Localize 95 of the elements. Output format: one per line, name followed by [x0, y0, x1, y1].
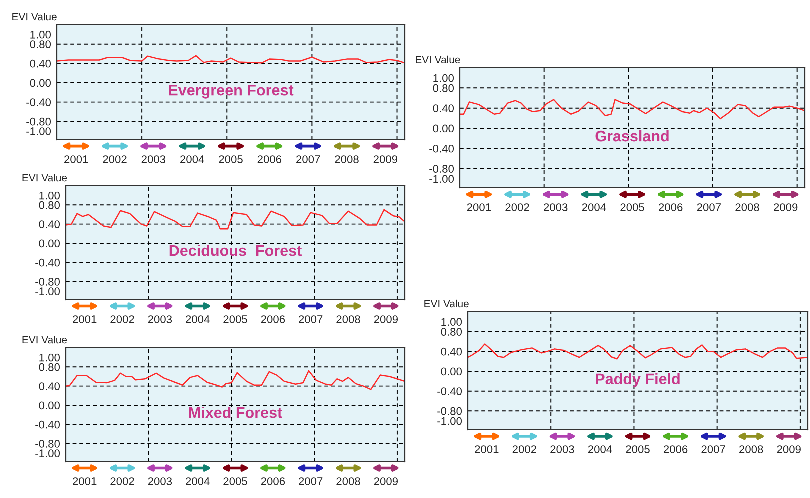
x-tick-label: 2007 [697, 204, 721, 212]
x-tick-label: 2008 [336, 316, 360, 324]
x-tick-label: 2009 [374, 316, 398, 324]
x-tick-label: 2009 [374, 156, 398, 164]
y-tick-label: 0.80 [433, 84, 454, 92]
y-tick-label: -0.40 [430, 144, 454, 153]
x-tick-label: 2006 [258, 156, 282, 164]
y-tick-label: -0.80 [36, 278, 60, 286]
x-tick-label: 2008 [736, 204, 760, 212]
y-axis-title: EVI Value [424, 300, 469, 308]
x-tick-label: 2004 [180, 156, 204, 164]
x-tick-label: 2001 [73, 316, 97, 324]
y-tick-label: 0.40 [441, 348, 462, 356]
x-tick-label: 2008 [740, 446, 764, 454]
text: Paddy Field [596, 373, 680, 388]
y-tick-label: 0.00 [441, 368, 462, 376]
x-tick-label: 2002 [103, 156, 127, 164]
y-tick-label: 0.40 [433, 104, 454, 112]
y-tick-label: 1.00 [30, 30, 52, 39]
x-tick-label: 2001 [64, 156, 88, 164]
line-series [66, 370, 405, 390]
x-tick-label: 2007 [299, 478, 323, 486]
y-tick-label: -1.00 [36, 288, 60, 296]
x-tick-label: 2004 [588, 446, 612, 454]
x-tick-label: 2006 [664, 446, 688, 454]
x-tick-label: 2009 [774, 204, 798, 212]
x-tick-label: 2004 [186, 316, 210, 324]
y-tick-label: -1.00 [430, 175, 454, 184]
y-tick-label: 1.00 [442, 318, 462, 326]
x-tick-label: 2005 [219, 156, 243, 164]
text: Evergreen Forest [169, 85, 294, 99]
x-tick-label: 2006 [261, 478, 286, 486]
x-tick-label: 2003 [148, 478, 172, 486]
y-tick-label: 0.00 [433, 124, 454, 133]
x-tick-label: 2002 [506, 204, 530, 212]
x-tick-label: 2003 [544, 204, 568, 212]
x-tick-label: 2005 [626, 446, 650, 454]
x-tick-label: 2008 [335, 156, 359, 164]
x-tick-label: 2005 [620, 204, 644, 212]
x-tick-label: 2001 [467, 204, 491, 212]
x-tick-label: 2007 [296, 156, 320, 164]
x-tick-label: 2005 [224, 478, 248, 486]
x-tick-label: 2002 [512, 446, 536, 454]
y-tick-label: 0.00 [39, 402, 60, 410]
y-tick-label: 0.80 [30, 40, 52, 48]
text: Grassland [596, 130, 669, 142]
x-tick-label: 2001 [475, 446, 499, 454]
y-tick-label: 0.40 [39, 382, 60, 390]
y-tick-label: -0.80 [438, 407, 462, 416]
y-tick-label: -1.00 [438, 417, 462, 426]
y-tick-label: -0.40 [26, 98, 52, 106]
y-tick-label: 1.00 [40, 354, 60, 362]
line-series [460, 99, 805, 120]
x-tick-label: 2006 [261, 316, 286, 324]
x-tick-label: 2001 [73, 478, 97, 486]
x-tick-label: 2002 [110, 478, 134, 486]
y-axis-title: EVI Value [416, 56, 460, 64]
x-tick-label: 2002 [110, 316, 134, 324]
x-tick-label: 2006 [659, 204, 683, 212]
line-series [57, 55, 405, 64]
y-tick-label: 0.80 [39, 201, 60, 210]
y-tick-label: -0.80 [26, 118, 52, 126]
x-tick-label: 2003 [148, 316, 172, 324]
y-tick-label: 1.00 [434, 74, 454, 82]
y-tick-label: -0.40 [36, 258, 60, 267]
y-axis-title: EVI Value [22, 174, 68, 182]
y-tick-label: -1.00 [26, 128, 52, 136]
line-series [468, 344, 808, 360]
y-tick-label: -0.80 [430, 165, 454, 173]
x-tick-label: 2007 [299, 316, 323, 324]
y-axis-title: EVI Value [12, 12, 57, 21]
text: Deciduous Forest [170, 245, 302, 256]
y-tick-label: -0.80 [36, 440, 60, 448]
x-tick-label: 2009 [374, 478, 398, 486]
x-tick-label: 2003 [142, 156, 166, 164]
y-tick-label: 0.80 [441, 328, 462, 336]
x-tick-label: 2003 [550, 446, 574, 454]
x-tick-label: 2007 [702, 446, 726, 454]
y-tick-label: -1.00 [36, 450, 60, 458]
y-tick-label: 1.00 [40, 192, 60, 200]
y-tick-label: 0.40 [30, 60, 52, 68]
x-tick-label: 2004 [186, 478, 210, 486]
y-axis-title: EVI Value [22, 336, 68, 344]
y-tick-label: -0.40 [438, 388, 462, 396]
y-tick-label: 0.80 [39, 363, 60, 372]
y-tick-label: 0.40 [39, 220, 60, 228]
x-tick-label: 2004 [582, 204, 606, 212]
line-series [66, 209, 405, 230]
y-tick-label: -0.40 [36, 420, 60, 429]
y-tick-label: 0.00 [39, 240, 60, 248]
text: Mixed Forest [189, 407, 282, 418]
y-tick-label: 0.00 [30, 79, 52, 88]
x-tick-label: 2005 [224, 316, 248, 324]
x-tick-label: 2008 [336, 478, 360, 486]
x-tick-label: 2009 [777, 446, 801, 454]
